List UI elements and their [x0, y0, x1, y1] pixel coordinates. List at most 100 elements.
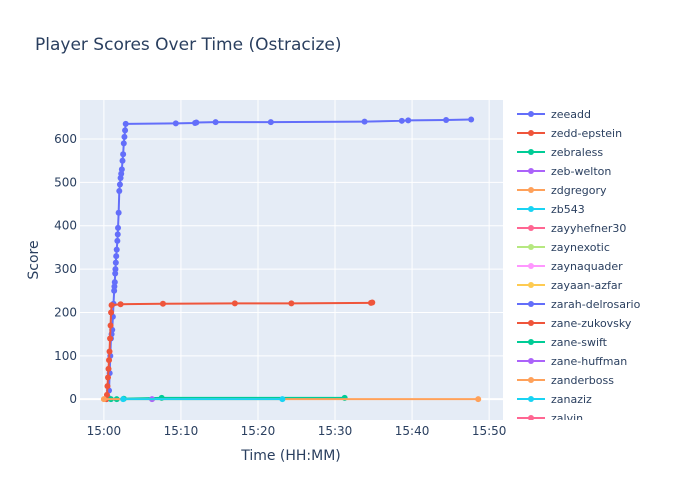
y-tick-label: 300: [54, 262, 77, 276]
legend-item[interactable]: zalvin: [517, 412, 583, 425]
data-point[interactable]: [279, 396, 286, 403]
legend-marker-icon: [528, 263, 534, 269]
legend-label: zarah-delrosario: [551, 298, 641, 311]
y-axis-label: Score: [26, 240, 42, 279]
data-point[interactable]: [267, 119, 274, 126]
data-point[interactable]: [108, 309, 115, 316]
data-point[interactable]: [122, 120, 129, 127]
legend-label: zdgregory: [551, 184, 607, 197]
legend-label: zeb-welton: [551, 165, 611, 178]
data-point[interactable]: [108, 302, 115, 309]
data-point[interactable]: [369, 299, 376, 306]
legend-item[interactable]: zeb-welton: [517, 165, 611, 178]
legend-item[interactable]: zanderboss: [517, 374, 614, 387]
data-point[interactable]: [231, 300, 238, 307]
legend-label: zedd-epstein: [551, 127, 622, 140]
data-point[interactable]: [405, 117, 412, 124]
data-point[interactable]: [104, 383, 111, 390]
data-point[interactable]: [107, 335, 114, 342]
legend-marker-icon: [528, 111, 534, 117]
legend-item[interactable]: zaynaquader: [517, 260, 623, 273]
data-point[interactable]: [106, 348, 113, 355]
y-tick-label: 600: [54, 132, 77, 146]
legend-label: zalvin: [551, 412, 583, 425]
data-point[interactable]: [113, 246, 120, 253]
x-tick-label: 15:20: [241, 424, 276, 438]
x-axis-label: Time (HH:MM): [240, 448, 341, 464]
data-point[interactable]: [115, 209, 122, 216]
legend-label: zanaziz: [551, 393, 592, 406]
data-point[interactable]: [475, 396, 482, 403]
data-point[interactable]: [114, 231, 121, 238]
data-point[interactable]: [118, 166, 125, 173]
data-point[interactable]: [288, 300, 295, 307]
data-point[interactable]: [120, 151, 127, 158]
data-point[interactable]: [112, 270, 119, 277]
data-point[interactable]: [159, 300, 166, 307]
data-point[interactable]: [443, 116, 450, 123]
data-point[interactable]: [111, 279, 118, 286]
data-point[interactable]: [122, 127, 129, 134]
data-point[interactable]: [398, 117, 405, 124]
data-point[interactable]: [115, 224, 122, 231]
legend-item[interactable]: zane-swift: [517, 336, 608, 349]
data-point[interactable]: [105, 365, 112, 372]
legend-item[interactable]: zedd-epstein: [517, 127, 622, 140]
data-point[interactable]: [116, 188, 123, 195]
data-point[interactable]: [120, 140, 127, 147]
legend-marker-icon: [528, 187, 534, 193]
data-point[interactable]: [121, 133, 128, 140]
legend-marker-icon: [528, 415, 534, 420]
y-tick-label: 400: [54, 219, 77, 233]
series-zb543: [120, 396, 286, 403]
data-point[interactable]: [104, 374, 111, 381]
data-point[interactable]: [111, 287, 118, 294]
data-point[interactable]: [106, 357, 113, 364]
legend-item[interactable]: zane-zukovsky: [517, 317, 632, 330]
data-point[interactable]: [114, 237, 121, 244]
legend-item[interactable]: zeeadd: [517, 108, 591, 121]
series-zedd-epstein: [103, 299, 376, 403]
legend-item[interactable]: zanaziz: [517, 393, 592, 406]
legend-marker-icon: [528, 339, 534, 345]
legend-marker-icon: [528, 206, 534, 212]
data-point[interactable]: [119, 157, 126, 164]
data-point[interactable]: [113, 253, 120, 260]
legend-marker-icon: [528, 282, 534, 288]
legend-marker-icon: [528, 130, 534, 136]
legend-item[interactable]: zayyhefner30: [517, 222, 626, 235]
legend[interactable]: zeeadd zedd-epstein zebraless zeb-welton zdg…: [517, 108, 641, 425]
legend-item[interactable]: zane-huffman: [517, 355, 627, 368]
legend-item[interactable]: zdgregory: [517, 184, 607, 197]
x-tick-label: 15:40: [395, 424, 430, 438]
legend-item[interactable]: zaynexotic: [517, 241, 610, 254]
data-point[interactable]: [111, 283, 118, 290]
data-point[interactable]: [117, 301, 124, 308]
legend-marker-icon: [528, 358, 534, 364]
data-point[interactable]: [112, 266, 119, 273]
data-point[interactable]: [116, 181, 123, 188]
legend-label: zane-huffman: [551, 355, 627, 368]
legend-label: zane-swift: [551, 336, 608, 349]
legend-marker-icon: [528, 377, 534, 383]
data-point[interactable]: [361, 118, 368, 125]
data-point[interactable]: [103, 391, 110, 398]
data-point[interactable]: [107, 322, 114, 329]
legend-label: zayaan-azfar: [551, 279, 623, 292]
data-point[interactable]: [468, 116, 475, 123]
data-point[interactable]: [120, 396, 127, 403]
legend-item[interactable]: zebraless: [517, 146, 603, 159]
data-point[interactable]: [112, 259, 119, 266]
data-point[interactable]: [212, 119, 219, 126]
data-point[interactable]: [193, 119, 200, 126]
legend-item[interactable]: zayaan-azfar: [517, 279, 623, 292]
data-point[interactable]: [100, 396, 107, 403]
legend-item[interactable]: zb543: [517, 203, 585, 216]
legend-label: zb543: [551, 203, 585, 216]
x-tick-label: 15:10: [164, 424, 199, 438]
legend-label: zane-zukovsky: [551, 317, 632, 330]
legend-marker-icon: [528, 244, 534, 250]
data-point[interactable]: [172, 120, 179, 127]
legend-item[interactable]: zarah-delrosario: [517, 298, 641, 311]
